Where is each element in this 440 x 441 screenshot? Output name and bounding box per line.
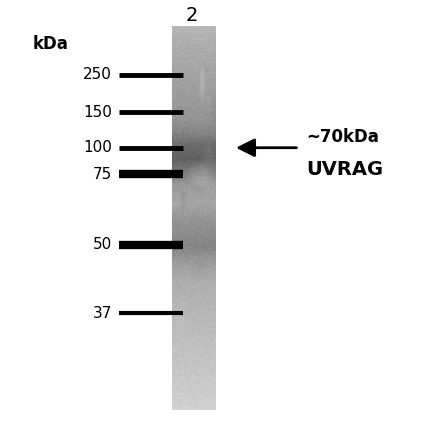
Text: 2: 2 bbox=[185, 6, 198, 25]
Text: kDa: kDa bbox=[33, 35, 69, 53]
Text: ~70kDa: ~70kDa bbox=[306, 128, 379, 146]
Text: 50: 50 bbox=[93, 237, 112, 252]
Text: 250: 250 bbox=[83, 67, 112, 82]
Text: 100: 100 bbox=[83, 140, 112, 155]
Text: 37: 37 bbox=[93, 306, 112, 321]
Text: UVRAG: UVRAG bbox=[306, 160, 383, 179]
Text: 150: 150 bbox=[83, 105, 112, 120]
Text: 75: 75 bbox=[93, 167, 112, 182]
